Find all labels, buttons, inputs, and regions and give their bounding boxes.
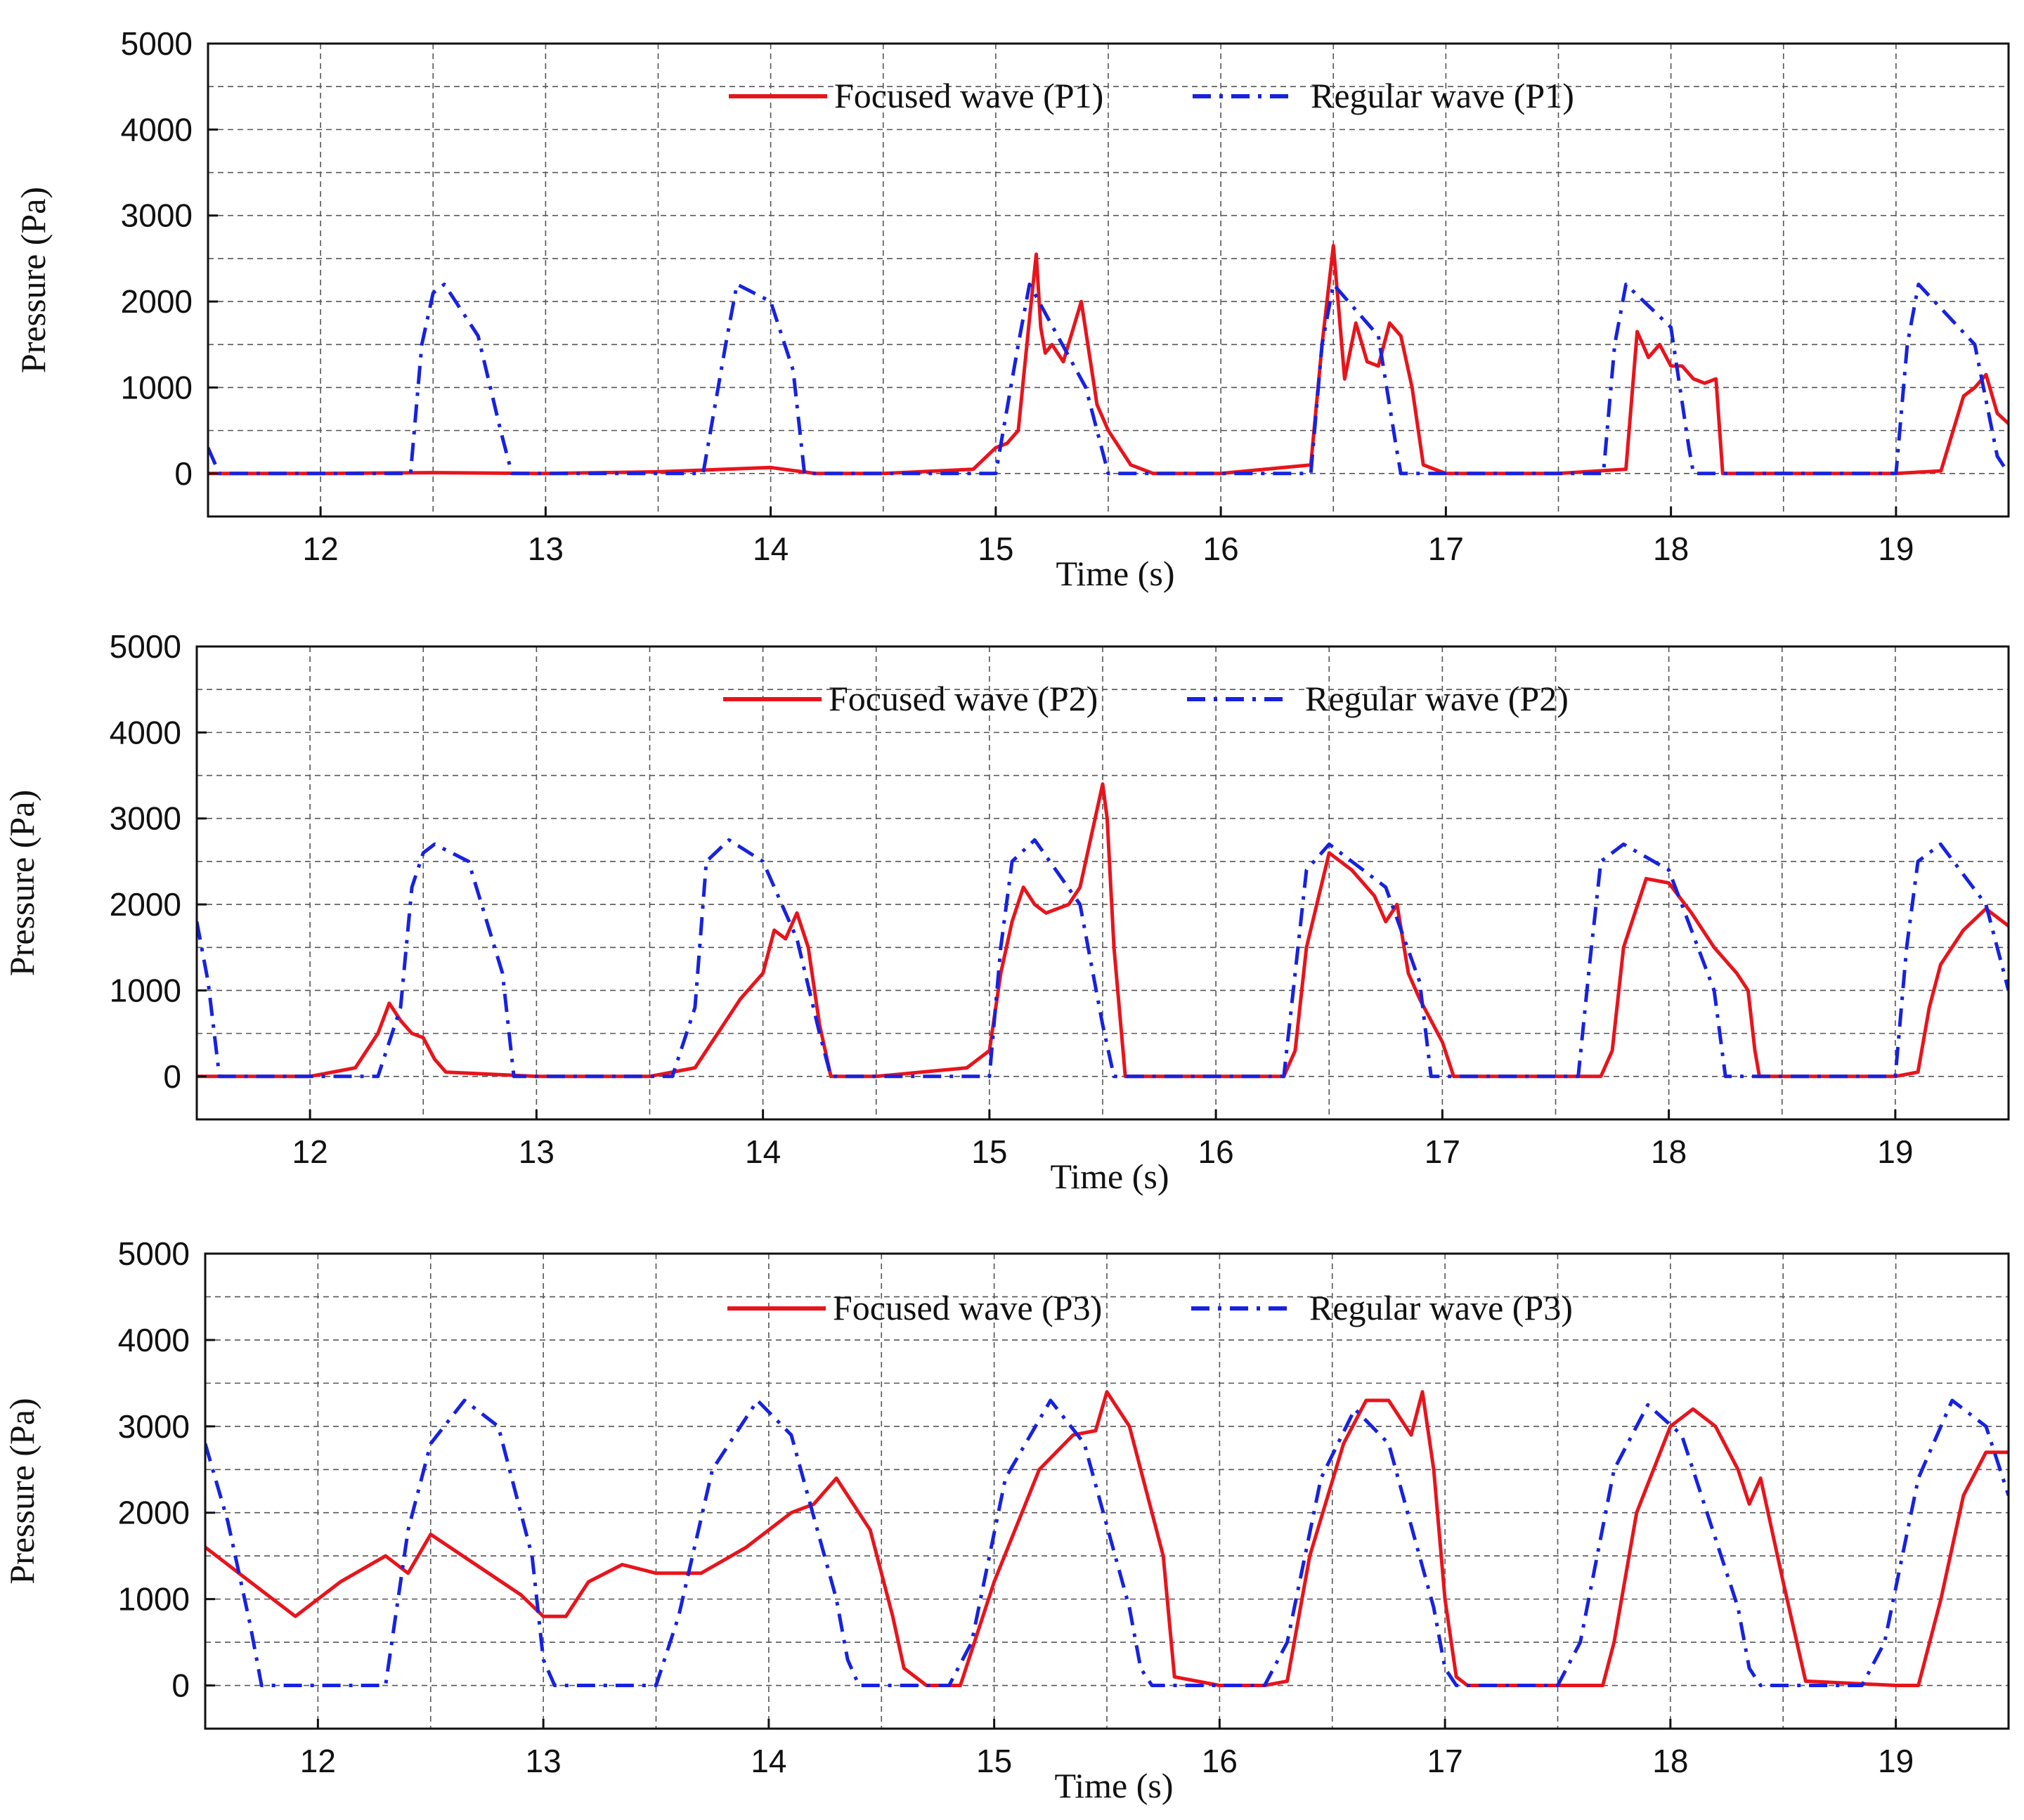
x-tick-label: 14 [745,1133,781,1170]
x-axis-title: Time (s) [1054,1766,1173,1805]
series-group [197,782,2009,1079]
x-tick-label: 16 [1202,1743,1238,1779]
x-tick-label: 18 [1651,1133,1687,1170]
x-tick-label: 12 [300,1743,336,1779]
legend-label-focused: Focused wave (P2) [829,679,1098,718]
grid [208,44,2009,516]
y-axis-title: Pressure (Pa) [13,187,53,373]
x-tick-label: 16 [1198,1133,1234,1170]
y-tick-label: 5000 [118,1235,190,1272]
x-tick-label: 14 [751,1743,786,1779]
plot-frame [195,645,2010,1121]
x-tick-label: 17 [1425,1133,1460,1170]
y-tick-label: 0 [163,1058,181,1095]
x-tick-label: 19 [1878,1743,1914,1779]
y-axis-title: Pressure (Pa) [2,1398,41,1584]
x-tick-label: 19 [1877,1133,1913,1170]
x-tick-label: 15 [976,1743,1012,1779]
y-tick-label: 3000 [110,800,181,837]
y-tick-label: 1000 [118,1581,190,1618]
x-tick-label: 18 [1652,1743,1688,1779]
plot-frame [204,1252,2010,1730]
series-group [205,1390,2009,1687]
panel-p1: 12 13 14 15 16 17 18 19 0 1000 2000 3000 4000 5000 Ti… [13,25,2010,593]
series-group [208,244,2009,476]
legend: Focused wave (P3) Regular wave (P3) [727,1288,1573,1327]
x-tick-label: 13 [526,1743,562,1779]
legend: Focused wave (P2) Regular wave (P2) [723,679,1569,718]
x-tick-label: 12 [303,531,339,567]
y-tick-label: 2000 [118,1495,190,1531]
legend-label-focused: Focused wave (P3) [833,1288,1102,1327]
y-tick-label: 2000 [121,283,193,320]
focused-wave-line [197,782,2009,1079]
x-tick-label: 13 [519,1133,554,1170]
y-tick-label: 5000 [121,25,193,62]
grid [197,646,2009,1119]
x-tick-label: 19 [1878,531,1914,567]
x-tick-label: 14 [753,531,789,567]
x-tick-label: 15 [971,1133,1007,1170]
legend-label-focused: Focused wave (P1) [834,76,1103,115]
y-tick-label: 4000 [121,111,193,148]
y-tick-label: 3000 [121,197,193,234]
plot-frame [207,42,2010,518]
legend: Focused wave (P1) Regular wave (P1) [729,76,1574,115]
x-tick-label: 13 [528,531,564,567]
y-tick-label: 5000 [110,628,181,665]
regular-wave-line [197,838,2009,1079]
focused-wave-line [205,1390,2009,1687]
x-tick-label: 16 [1203,531,1239,567]
legend-label-regular: Regular wave (P1) [1311,76,1574,115]
y-tick-label: 3000 [118,1408,190,1445]
x-tick-label: 12 [292,1133,328,1170]
y-tick-label: 1000 [110,972,181,1008]
x-axis-title: Time (s) [1056,554,1174,593]
panel-p2: 12 13 14 15 16 17 18 19 0 1000 2000 3000 4000 5000 Ti… [2,628,2010,1196]
regular-wave-line [208,282,2009,476]
y-axis-title: Pressure (Pa) [2,790,41,976]
x-tick-label: 17 [1427,1743,1463,1779]
focused-wave-line [208,244,2009,476]
regular-wave-line [205,1398,2009,1687]
grid [205,1254,2009,1729]
legend-label-regular: Regular wave (P2) [1305,679,1569,718]
x-tick-label: 17 [1428,531,1464,567]
y-tick-label: 1000 [121,369,193,405]
ticks: 12 13 14 15 16 17 18 19 0 1000 2000 3000 4000 5000 [110,628,1914,1170]
ticks: 12 13 14 15 16 17 18 19 0 1000 2000 3000 4000 5000 [118,1235,1914,1779]
legend-label-regular: Regular wave (P3) [1309,1288,1573,1327]
panel-p3: 12 13 14 15 16 17 18 19 0 1000 2000 3000 4000 5000 Ti… [2,1235,2010,1805]
x-tick-label: 18 [1653,531,1689,567]
y-tick-label: 0 [171,1668,190,1704]
ticks: 12 13 14 15 16 17 18 19 0 1000 2000 3000 4000 5000 [121,25,1914,567]
x-axis-title: Time (s) [1050,1157,1169,1196]
x-tick-label: 15 [978,531,1013,567]
y-tick-label: 4000 [110,714,181,750]
y-tick-label: 4000 [118,1322,190,1358]
y-tick-label: 2000 [110,886,181,923]
y-tick-label: 0 [174,455,193,492]
